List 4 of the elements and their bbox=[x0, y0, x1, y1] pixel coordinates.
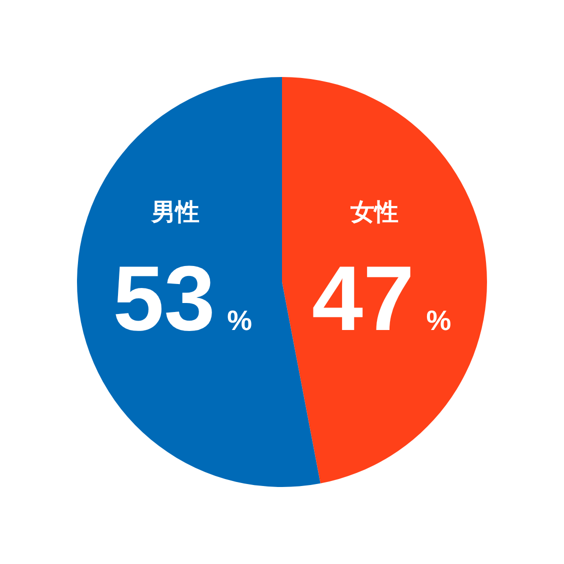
slice-label: 男性 bbox=[150, 199, 200, 226]
slice-label: 女性 bbox=[350, 199, 399, 226]
data-label: 47% bbox=[312, 248, 452, 350]
data-label: 53% bbox=[112, 248, 252, 350]
